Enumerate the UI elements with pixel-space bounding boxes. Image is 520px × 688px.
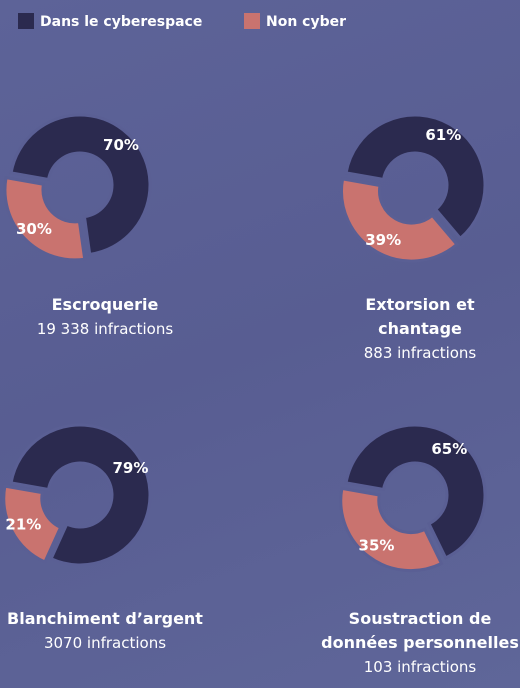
chart-title-block: Blanchiment d’argent 3070 infractions: [0, 607, 220, 655]
data-label: 30%: [16, 220, 52, 238]
chart-title-block: Escroquerie 19 338 infractions: [10, 293, 200, 341]
donut-slice: [2, 484, 63, 564]
chart-subtitle: 3070 infractions: [43, 634, 167, 652]
data-label: 35%: [359, 537, 395, 555]
data-label: 39%: [365, 231, 401, 249]
chart-title-block: Soustraction de données personnelles 103 …: [315, 607, 520, 679]
donut-slice: [344, 423, 487, 560]
chart-title: Extorsion et chantage: [365, 295, 475, 338]
data-label: 65%: [431, 440, 467, 458]
data-label: 21%: [5, 515, 41, 533]
data-label: 79%: [112, 459, 148, 477]
donut-slice: [3, 175, 87, 262]
legend-label: Non cyber: [266, 14, 346, 30]
chart-subtitle: 19 338 infractions: [36, 320, 174, 338]
donut-slice: [9, 423, 152, 567]
donut-slice: [340, 177, 460, 263]
chart-title: Soustraction de données personnelles: [321, 609, 519, 652]
donut-slice: [339, 486, 444, 573]
data-label: 61%: [425, 126, 461, 144]
data-label: 70%: [103, 136, 139, 154]
legend-swatch: [244, 13, 260, 29]
chart-title: Escroquerie: [51, 295, 159, 314]
chart-subtitle: 883 infractions: [363, 344, 477, 362]
legend-swatch: [18, 13, 34, 29]
donut-slice: [344, 113, 487, 241]
chart-title: Blanchiment d’argent: [7, 609, 203, 628]
chart-subtitle: 103 infractions: [363, 658, 477, 676]
donut-slice: [9, 113, 152, 257]
legend-label: Dans le cyberespace: [40, 14, 202, 30]
chart-title-block: Extorsion et chantage 883 infractions: [350, 293, 490, 365]
